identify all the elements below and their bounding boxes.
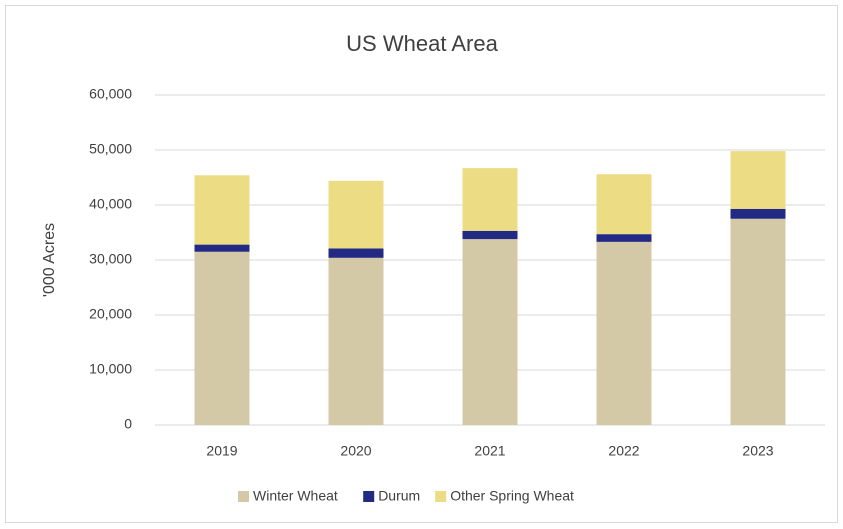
bar-segment xyxy=(730,151,786,209)
legend-swatch xyxy=(238,491,249,502)
bar-segment xyxy=(328,248,384,258)
legend-label: Durum xyxy=(378,488,420,504)
y-tick-label: 60,000 xyxy=(89,86,132,102)
x-tick-label: 2019 xyxy=(206,443,237,459)
x-tick-label: 2023 xyxy=(742,443,773,459)
bar-segment xyxy=(462,230,518,240)
y-tick-label: 20,000 xyxy=(89,306,132,322)
bar-segment xyxy=(328,257,384,425)
y-tick-label: 0 xyxy=(124,416,132,432)
bar-segment xyxy=(730,218,786,425)
bar-segment xyxy=(194,175,250,245)
bar-segment xyxy=(194,244,250,252)
legend-swatch xyxy=(363,491,375,502)
bar-segment xyxy=(462,168,518,231)
legend-label: Winter Wheat xyxy=(253,488,338,504)
x-tick-label: 2021 xyxy=(474,443,505,459)
chart-title: US Wheat Area xyxy=(346,31,498,56)
bar-segment xyxy=(596,174,652,235)
chart-border xyxy=(5,5,838,523)
y-axis-label: '000 Acres xyxy=(41,223,58,297)
x-tick-label: 2022 xyxy=(608,443,639,459)
legend-swatch xyxy=(435,491,447,502)
legend-label: Other Spring Wheat xyxy=(450,488,574,504)
y-tick-label: 30,000 xyxy=(89,251,132,267)
bar-segment xyxy=(194,251,250,425)
bar-segment xyxy=(730,208,786,219)
bar-segment xyxy=(596,241,652,425)
bar-segment xyxy=(596,234,652,242)
bar-segment xyxy=(328,180,384,249)
y-tick-label: 50,000 xyxy=(89,141,132,157)
bar-segment xyxy=(462,239,518,425)
y-tick-label: 40,000 xyxy=(89,196,132,212)
y-tick-label: 10,000 xyxy=(89,361,132,377)
x-tick-label: 2020 xyxy=(340,443,371,459)
